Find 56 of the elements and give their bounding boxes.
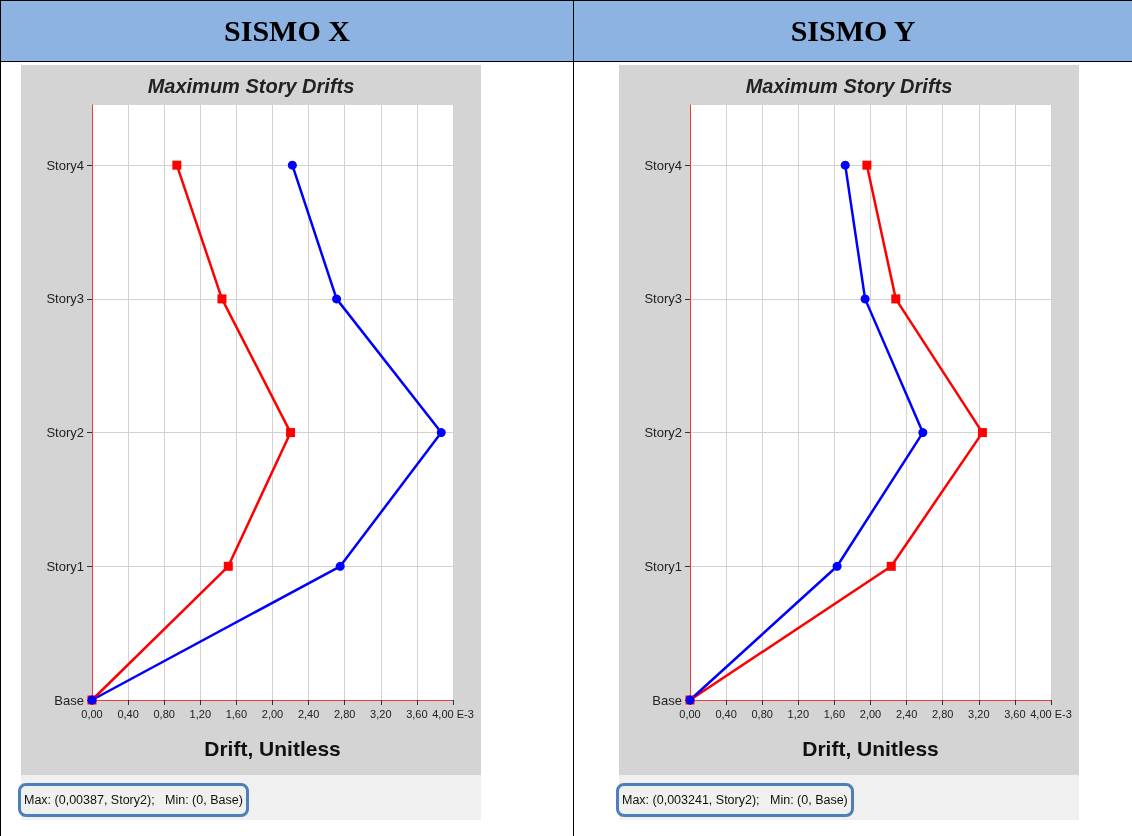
- x-tick-label: 0,80: [751, 707, 773, 720]
- point: [287, 160, 297, 170]
- point: [223, 561, 233, 571]
- point: [886, 561, 896, 571]
- y-tick-label: Story1: [644, 558, 682, 574]
- x-tick-label: 1,60: [225, 707, 248, 720]
- x-axis-title: Drift, Unitless: [204, 737, 341, 760]
- point: [840, 160, 850, 170]
- point: [862, 160, 872, 170]
- x-tick-label: 2,80: [333, 707, 356, 720]
- y-tick-label: Story4: [644, 157, 682, 173]
- x-tick-label: 1,20: [787, 707, 810, 720]
- rounded-outline: Max: (0,003241, Story2); Min: (0, Base): [616, 783, 854, 817]
- x-tick-label: 3,20: [370, 707, 392, 720]
- x-tick-label: 0,40: [715, 707, 737, 720]
- y-tick-label: Story2: [644, 425, 682, 441]
- x-tick-label: 4,00 E-3: [1030, 707, 1072, 720]
- x-tick-label: 2,00: [859, 707, 882, 720]
- point: [918, 428, 928, 438]
- point: [977, 428, 987, 438]
- y-tick-label: Story2: [46, 425, 84, 441]
- y-tick-label: Story1: [46, 558, 84, 574]
- point: [172, 160, 182, 170]
- x-tick-label: 0,00: [679, 707, 701, 720]
- text: SISMO Y: [574, 0, 1132, 62]
- x-tick-label: 3,60: [1004, 707, 1026, 720]
- x-tick-label: 2,00: [261, 707, 284, 720]
- x-tick-label: 3,20: [968, 707, 990, 720]
- point: [891, 294, 901, 304]
- point: [860, 294, 870, 304]
- x-tick-label: 3,60: [406, 707, 428, 720]
- y-tick-label: Story3: [46, 291, 84, 307]
- x-tick-label: 2,80: [931, 707, 954, 720]
- x-tick-label: 0,00: [81, 707, 103, 720]
- x-tick-label: 4,00 E-3: [432, 707, 474, 720]
- y-tick-label: Base: [652, 692, 682, 708]
- x-tick-label: 1,60: [823, 707, 846, 720]
- point: [286, 428, 296, 438]
- text: SISMO X: [1, 0, 573, 62]
- y-tick-label: Base: [54, 692, 84, 708]
- point: [436, 428, 446, 438]
- chart-title: Maximum Story Drifts: [147, 75, 355, 97]
- x-tick-label: 0,40: [117, 707, 139, 720]
- point: [335, 561, 345, 571]
- y-tick-label: Story3: [644, 291, 682, 307]
- rounded-outline: Max: (0,00387, Story2); Min: (0, Base): [18, 783, 249, 817]
- x-axis-title: Drift, Unitless: [802, 737, 939, 760]
- x-tick-label: 2,40: [297, 707, 320, 720]
- y-tick-label: Story4: [46, 157, 84, 173]
- point: [832, 561, 842, 571]
- point: [217, 294, 227, 304]
- point: [332, 294, 342, 304]
- x-tick-label: 0,80: [153, 707, 175, 720]
- x-tick-label: 2,40: [895, 707, 918, 720]
- x-tick-label: 1,20: [189, 707, 212, 720]
- chart-title: Maximum Story Drifts: [745, 75, 953, 97]
